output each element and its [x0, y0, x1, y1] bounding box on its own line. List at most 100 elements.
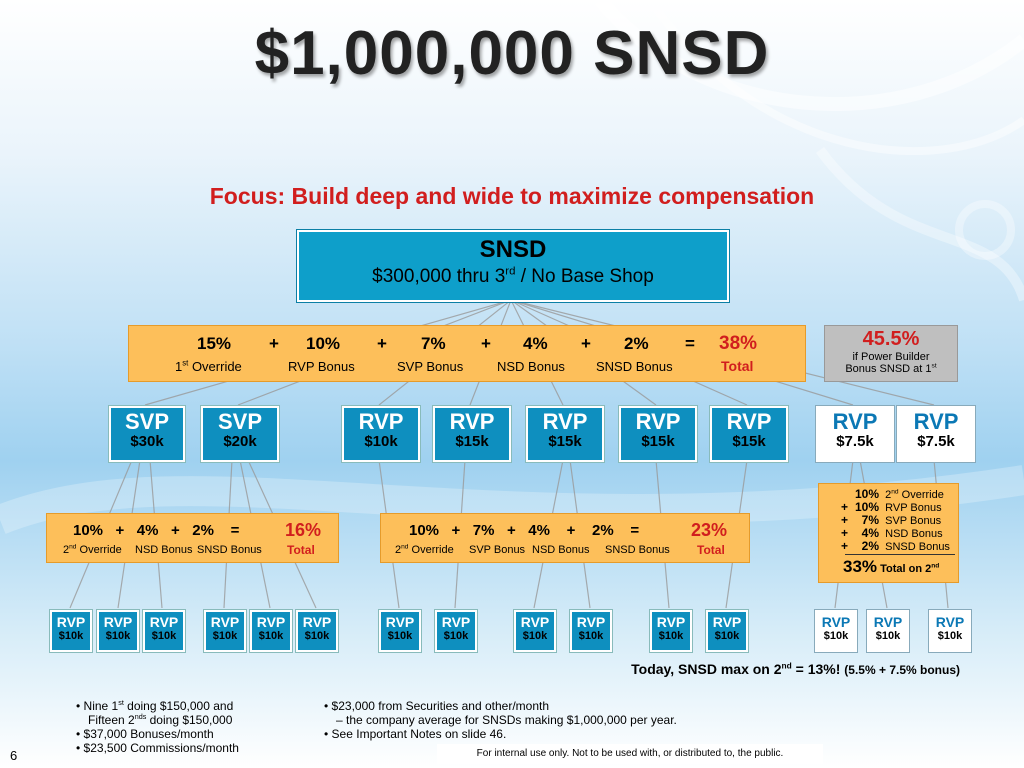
box-value: $10k — [875, 630, 901, 642]
level3-box-rvp: RVP $10k — [435, 610, 477, 652]
page-number: 6 — [10, 748, 18, 763]
box-value: $10k — [578, 630, 604, 642]
power-builder-line2-sup: st — [931, 362, 937, 370]
box-name: RVP — [358, 409, 404, 434]
right-bonus-label: SVP Bonus — [885, 515, 942, 527]
right-bonus-label: Override — [901, 489, 944, 501]
level3-box-rvp: RVP $10k — [650, 610, 692, 652]
bullet-text: See Important Notes on slide 46. — [331, 727, 507, 741]
box-value: $10k — [151, 630, 177, 642]
right-bonus-op: + — [841, 539, 849, 553]
left-bonus-bar: 10% + 4% + 2% = 16% 2nd Override NSD Bon… — [46, 513, 339, 563]
bullet-text: $37,000 Bonuses/month — [83, 727, 214, 741]
power-builder-percent: 45.5% — [862, 328, 920, 350]
box-name: RVP — [873, 614, 903, 630]
box-name: RVP — [935, 614, 965, 630]
box-name: RVP — [149, 614, 179, 630]
today-note-prefix: Today, SNSD max on 2 — [631, 661, 782, 677]
box-name: RVP — [210, 614, 240, 630]
left-bonus-label: NSD Bonus — [135, 544, 193, 556]
box-value: $10k — [364, 433, 398, 450]
right-bonus-pct: 7% — [861, 513, 879, 527]
box-name: RVP — [103, 614, 133, 630]
snsd-subline-suffix: / No Base Shop — [515, 266, 654, 287]
box-value: $10k — [443, 630, 469, 642]
level3-box-rvp-white: RVP $10k — [815, 610, 857, 652]
bullet-text: doing $150,000 — [146, 713, 233, 727]
left-bonus-total: 16% — [285, 520, 322, 540]
level2-box-rvp: RVP $15k — [526, 406, 604, 462]
level3-box-rvp: RVP $10k — [204, 610, 246, 652]
center-bonus-override-label: 2nd Override — [395, 544, 454, 556]
box-value: $10k — [823, 630, 849, 642]
right-bonus-pct: 10% — [854, 500, 879, 514]
box-name: RVP — [256, 614, 286, 630]
right-bonus-line: +2% SNSD Bonus — [841, 539, 950, 553]
right-bonus-label: NSD Bonus — [885, 528, 943, 540]
box-value: $7.5k — [917, 433, 955, 450]
left-bonus-total-label: Total — [287, 543, 315, 557]
right-bonus-label-sup: nd — [891, 488, 899, 496]
page-subtitle: Focus: Build deep and wide to maximize c… — [209, 183, 815, 209]
box-value: $15k — [641, 433, 675, 450]
box-value: $10k — [105, 630, 131, 642]
center-bonus-bar: 10% + 7% + 4% + 2% = 23% 2nd Override SV… — [380, 513, 750, 563]
main-bonus-value: 7% — [421, 334, 446, 353]
bullet-item: • $37,000 Bonuses/month — [76, 727, 214, 741]
center-bonus-label: SNSD Bonus — [605, 544, 670, 556]
box-name: RVP — [832, 409, 878, 434]
snsd-subline: $300,000 thru 3rd / No Base Shop — [299, 266, 727, 288]
level3-box-rvp: RVP $10k — [143, 610, 185, 652]
bullet-text: Fifteen 2 — [88, 713, 135, 727]
box-value: $10k — [658, 630, 684, 642]
level2-box-svp: SVP $20k — [201, 406, 279, 462]
box-value: $10k — [714, 630, 740, 642]
box-value: $10k — [937, 630, 963, 642]
box-name: RVP — [712, 614, 742, 630]
snsd-subline-prefix: $300,000 thru 3 — [372, 266, 506, 287]
right-bonus-label: SNSD Bonus — [885, 541, 950, 553]
snsd-box: SNSD $300,000 thru 3rd / No Base Shop — [297, 230, 729, 302]
level3-box-rvp: RVP $10k — [97, 610, 139, 652]
main-bonus-label: SVP Bonus — [397, 359, 464, 374]
level3-box-rvp-white: RVP $10k — [867, 610, 909, 652]
bullet-text: doing $150,000 and — [123, 699, 234, 713]
level2-box-rvp: RVP $15k — [710, 406, 788, 462]
main-bonus-operator: + — [581, 334, 591, 353]
box-value: $15k — [455, 433, 489, 450]
box-name: RVP — [302, 614, 332, 630]
main-bonus-value: 4% — [523, 334, 548, 353]
center-bonus-label: SVP Bonus — [469, 544, 526, 556]
bullet-item-continuation: Fifteen 2nds doing $150,000 — [76, 713, 239, 727]
main-bonus-label-override: 1st Override — [175, 359, 242, 374]
right-bonus-total-line: 33% Total on 2nd — [843, 557, 939, 577]
bullet-sup: st — [118, 698, 124, 707]
main-bonus-label: RVP Bonus — [288, 359, 355, 374]
main-bonus-total: 38% — [719, 333, 758, 354]
level2-box-rvp-white: RVP $7.5k — [897, 406, 975, 462]
power-builder-line2: Bonus SNSD at 1st — [825, 363, 957, 375]
power-builder-line2-prefix: Bonus SNSD at 1 — [845, 363, 932, 375]
box-name: SVP — [217, 409, 263, 434]
box-value: $7.5k — [836, 433, 874, 450]
bullet-text: $23,000 from Securities and other/month — [331, 699, 550, 713]
box-name: RVP — [656, 614, 686, 630]
box-name: RVP — [449, 409, 495, 434]
level3-box-rvp: RVP $10k — [379, 610, 421, 652]
center-bonus-label: NSD Bonus — [532, 544, 590, 556]
main-bonus-label: Override — [191, 359, 242, 374]
right-bonus-pct: 10% — [854, 487, 879, 501]
main-bonus-operator: + — [481, 334, 491, 353]
right-bonus-pct: 4% — [861, 526, 879, 540]
right-bonus-label-prefix: 2 — [885, 489, 892, 501]
level3-box-rvp: RVP $10k — [250, 610, 292, 652]
right-bonus-op: + — [841, 526, 849, 540]
level2-box-svp: SVP $30k — [109, 406, 185, 462]
bullets-left: • Nine 1st doing $150,000 and Fifteen 2n… — [76, 699, 239, 755]
right-bonus-op: + — [841, 513, 849, 527]
main-bonus-bar: 15% + 10% + 7% + 4% + 2% = 38% 1st Overr… — [128, 325, 806, 382]
main-bonus-label: NSD Bonus — [497, 359, 565, 374]
footer-disclaimer: For internal use only. Not to be used wi… — [437, 744, 823, 764]
center-bonus-override-text: Override — [408, 544, 454, 556]
